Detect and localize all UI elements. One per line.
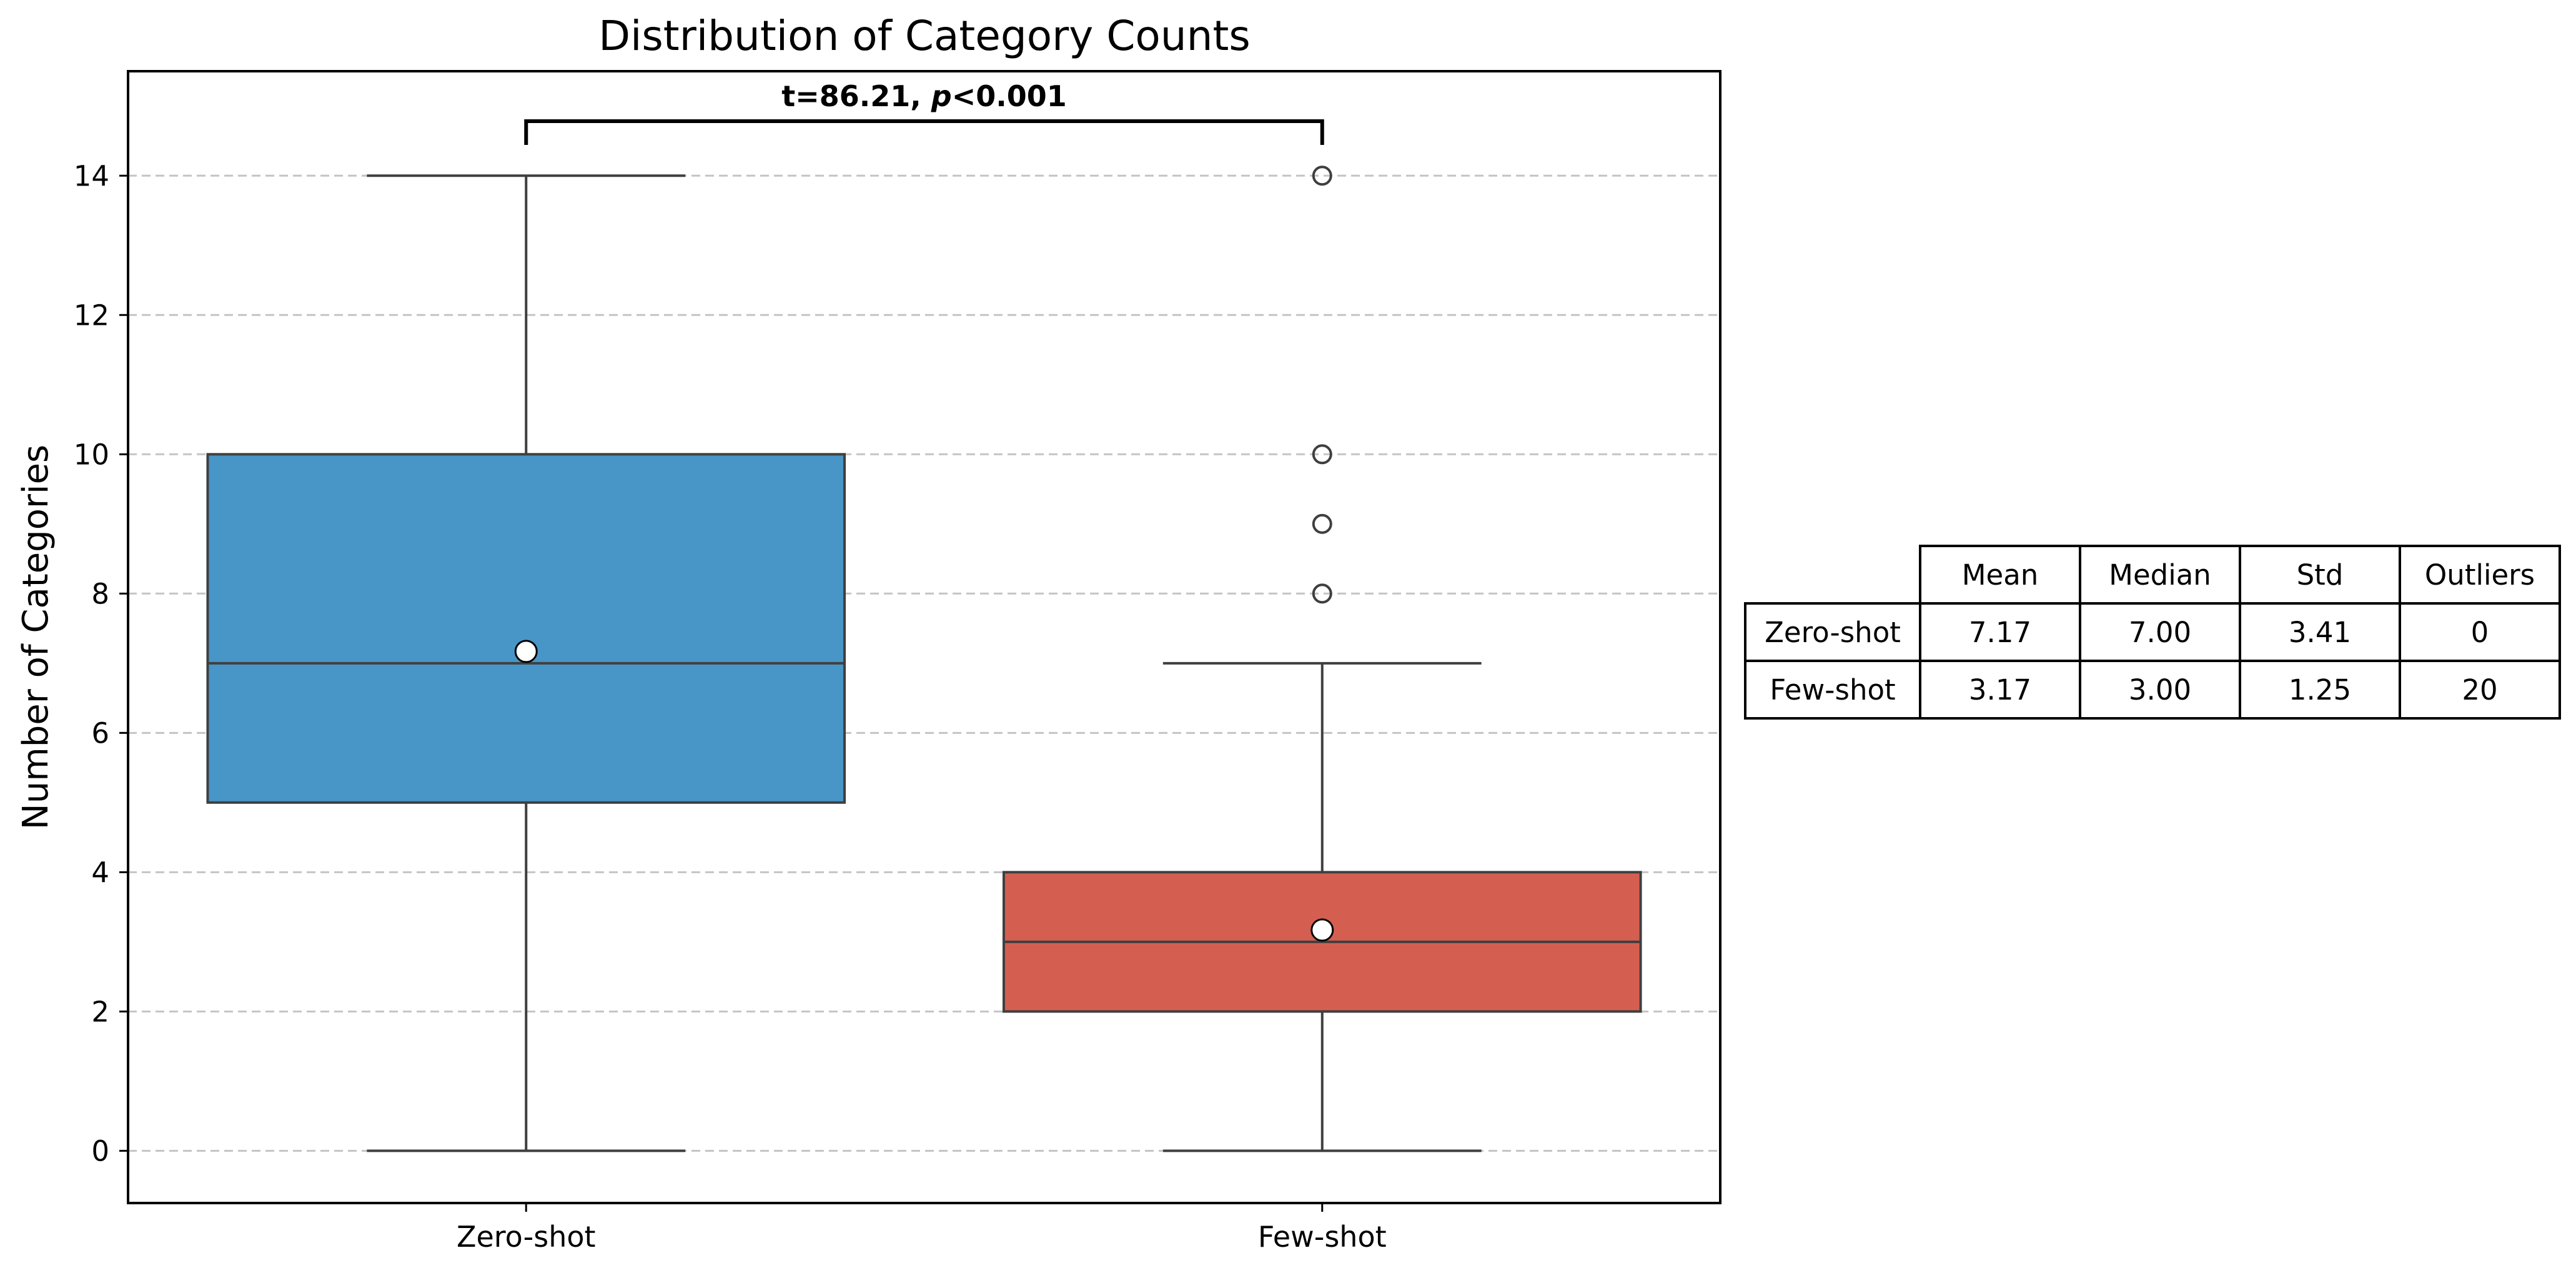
p-symbol: p	[931, 79, 952, 113]
summary-stats-table: Mean Median Std Outliers Zero-shot 7.17 …	[1744, 545, 2561, 720]
table-cell: 7.17	[1919, 602, 2081, 662]
table-header-row: Mean Median Std Outliers	[1745, 545, 2561, 605]
significance-annotation: t=86.21, p<0.001	[524, 79, 1324, 145]
y-tick-label: 6	[91, 716, 109, 750]
p-value-text: <0.001	[952, 79, 1067, 113]
outlier-point	[1312, 513, 1332, 534]
significance-label: t=86.21, p<0.001	[781, 79, 1067, 113]
table-row: Few-shot 3.17 3.00 1.25 20	[1744, 660, 2561, 720]
y-tick-label: 8	[91, 577, 109, 610]
x-tick-label: Zero-shot	[457, 1220, 596, 1254]
box-zero-shot	[206, 174, 846, 1152]
y-tick-label: 2	[91, 995, 109, 1028]
x-axis-ticks: Zero-shot Few-shot	[457, 1203, 1387, 1254]
table-cell: 20	[2399, 660, 2561, 720]
column-header-median: Median	[2079, 545, 2241, 605]
table-cell: 0	[2399, 602, 2561, 662]
table-cell: 1.25	[2239, 660, 2401, 720]
column-header-mean: Mean	[1919, 545, 2081, 605]
y-tick-label: 12	[74, 299, 109, 332]
chart-title: Distribution of Category Counts	[598, 12, 1250, 60]
table-cell: 7.00	[2079, 602, 2241, 662]
column-header-std: Std	[2239, 545, 2401, 605]
table-corner-cell	[1745, 546, 1921, 605]
y-tick-label: 10	[74, 438, 109, 471]
mean-marker	[1310, 918, 1334, 942]
y-axis-title: Number of Categories	[16, 445, 56, 830]
table-cell: 3.41	[2239, 602, 2401, 662]
table-cell: 3.00	[2079, 660, 2241, 720]
boxes	[206, 166, 1642, 1152]
y-tick-label: 14	[74, 159, 109, 192]
t-statistic-text: t=86.21,	[781, 79, 931, 113]
row-label-zero-shot: Zero-shot	[1744, 602, 1921, 662]
table-row: Zero-shot 7.17 7.00 3.41 0	[1744, 602, 2561, 662]
box-few-shot	[1002, 166, 1642, 1152]
box-iqr	[206, 453, 846, 804]
y-tick-label: 4	[91, 856, 109, 889]
mean-marker	[514, 640, 538, 663]
y-tick-label: 0	[91, 1134, 109, 1167]
outlier-point	[1312, 166, 1332, 186]
plot-frame	[127, 70, 1721, 1204]
y-axis-ticks: 0 2 4 6 8 10 12 14	[74, 159, 128, 1167]
x-tick-label: Few-shot	[1258, 1220, 1387, 1254]
column-header-outliers: Outliers	[2399, 545, 2561, 605]
outlier-point	[1312, 444, 1332, 465]
significance-bracket	[524, 119, 1324, 145]
row-label-few-shot: Few-shot	[1744, 660, 1921, 720]
table-cell: 3.17	[1919, 660, 2081, 720]
outlier-point	[1312, 583, 1332, 604]
